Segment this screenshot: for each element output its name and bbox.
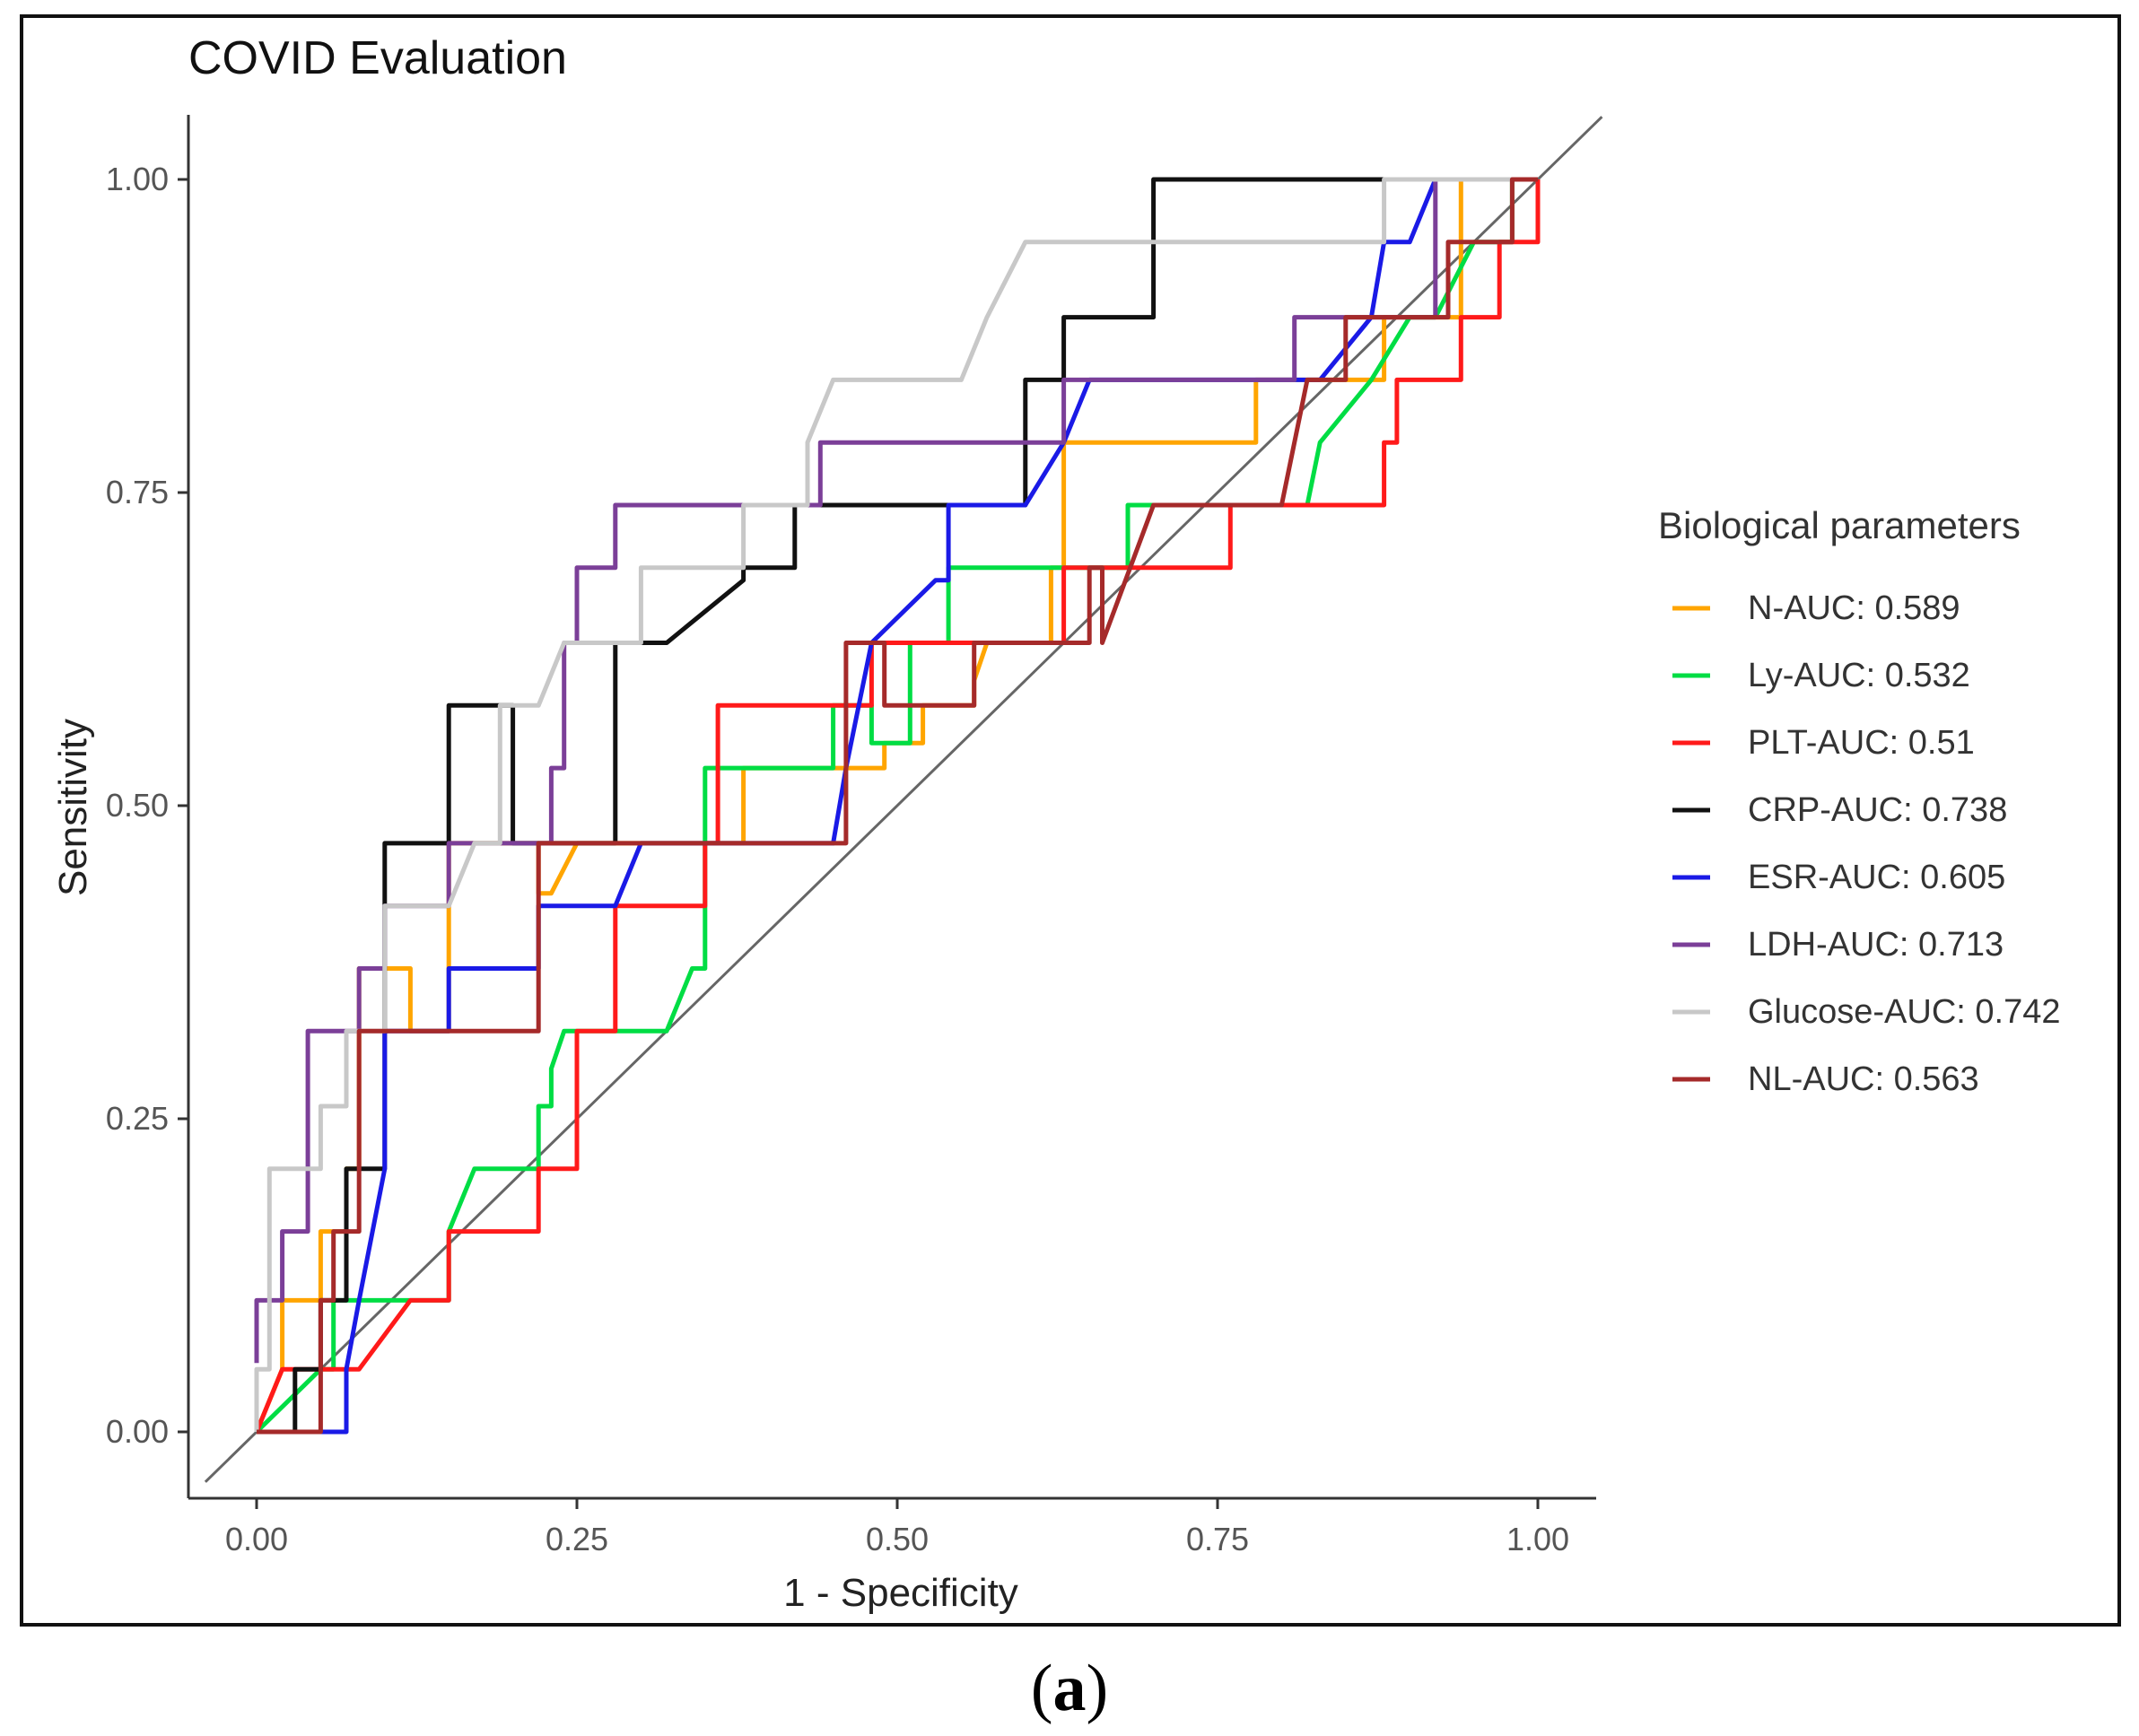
caption-letter: a [1052,1652,1087,1725]
legend-title: Biological parameters [1658,504,2021,546]
legend-label-ldh: LDH-AUC: 0.713 [1748,926,2004,964]
x-tick-label: 0.25 [546,1521,608,1557]
figure-frame: COVID Evaluation 0.00 0.25 0.50 0.75 1.00 0.0… [20,14,2121,1627]
legend-label-plt: PLT-AUC: 0.51 [1748,724,1975,762]
y-axis-title: Sensitivity [51,719,95,896]
x-tick-label: 1.00 [1506,1521,1569,1557]
legend-items: N-AUC: 0.589 Ly-AUC: 0.532 PLT-AUC: 0.51 CR… [1672,589,2061,1098]
caption-open-paren: ( [1030,1652,1053,1725]
ticks: 0.00 0.25 0.50 0.75 1.00 0.00 0.25 0.50 0.75 1.00 [106,161,1569,1557]
legend-label-ly: Ly-AUC: 0.532 [1748,657,1970,694]
legend-label-crp: CRP-AUC: 0.738 [1748,791,2007,829]
x-tick-label: 0.00 [225,1521,288,1557]
roc-chart: COVID Evaluation 0.00 0.25 0.50 0.75 1.000.0… [51,32,2061,1615]
y-tick-label: 0.75 [106,474,169,510]
x-tick-label: 0.50 [866,1521,929,1557]
legend-label-n: N-AUC: 0.589 [1748,589,1960,627]
caption-close-paren: ) [1086,1652,1109,1725]
figure-caption: (a) [0,1651,2139,1727]
legend-label-nl: NL-AUC: 0.563 [1748,1060,1979,1098]
reference-diagonal-line [204,116,1603,1483]
roc-curve-nl [257,177,1538,1435]
x-axis-title: 1 - Specificity [783,1571,1018,1615]
plot-area [204,116,1603,1483]
legend-label-esr: ESR-AUC: 0.605 [1748,859,2005,896]
x-tick-label: 0.75 [1186,1521,1249,1557]
y-tick-label: 1.00 [106,161,169,197]
legend-label-glucose: Glucose-AUC: 0.742 [1748,993,2061,1031]
y-tick-label: 0.00 [106,1413,169,1450]
roc-curve-ldh [254,177,1538,1364]
legend: Biological parameters N-AUC: 0.589 Ly-AUC… [1658,504,2061,1098]
y-tick-label: 0.25 [106,1100,169,1137]
roc-curve-plt [254,179,1541,1433]
roc-curve-glucose [254,177,1538,1432]
y-tick-label: 0.50 [106,787,169,824]
chart-title: COVID Evaluation [188,32,567,84]
